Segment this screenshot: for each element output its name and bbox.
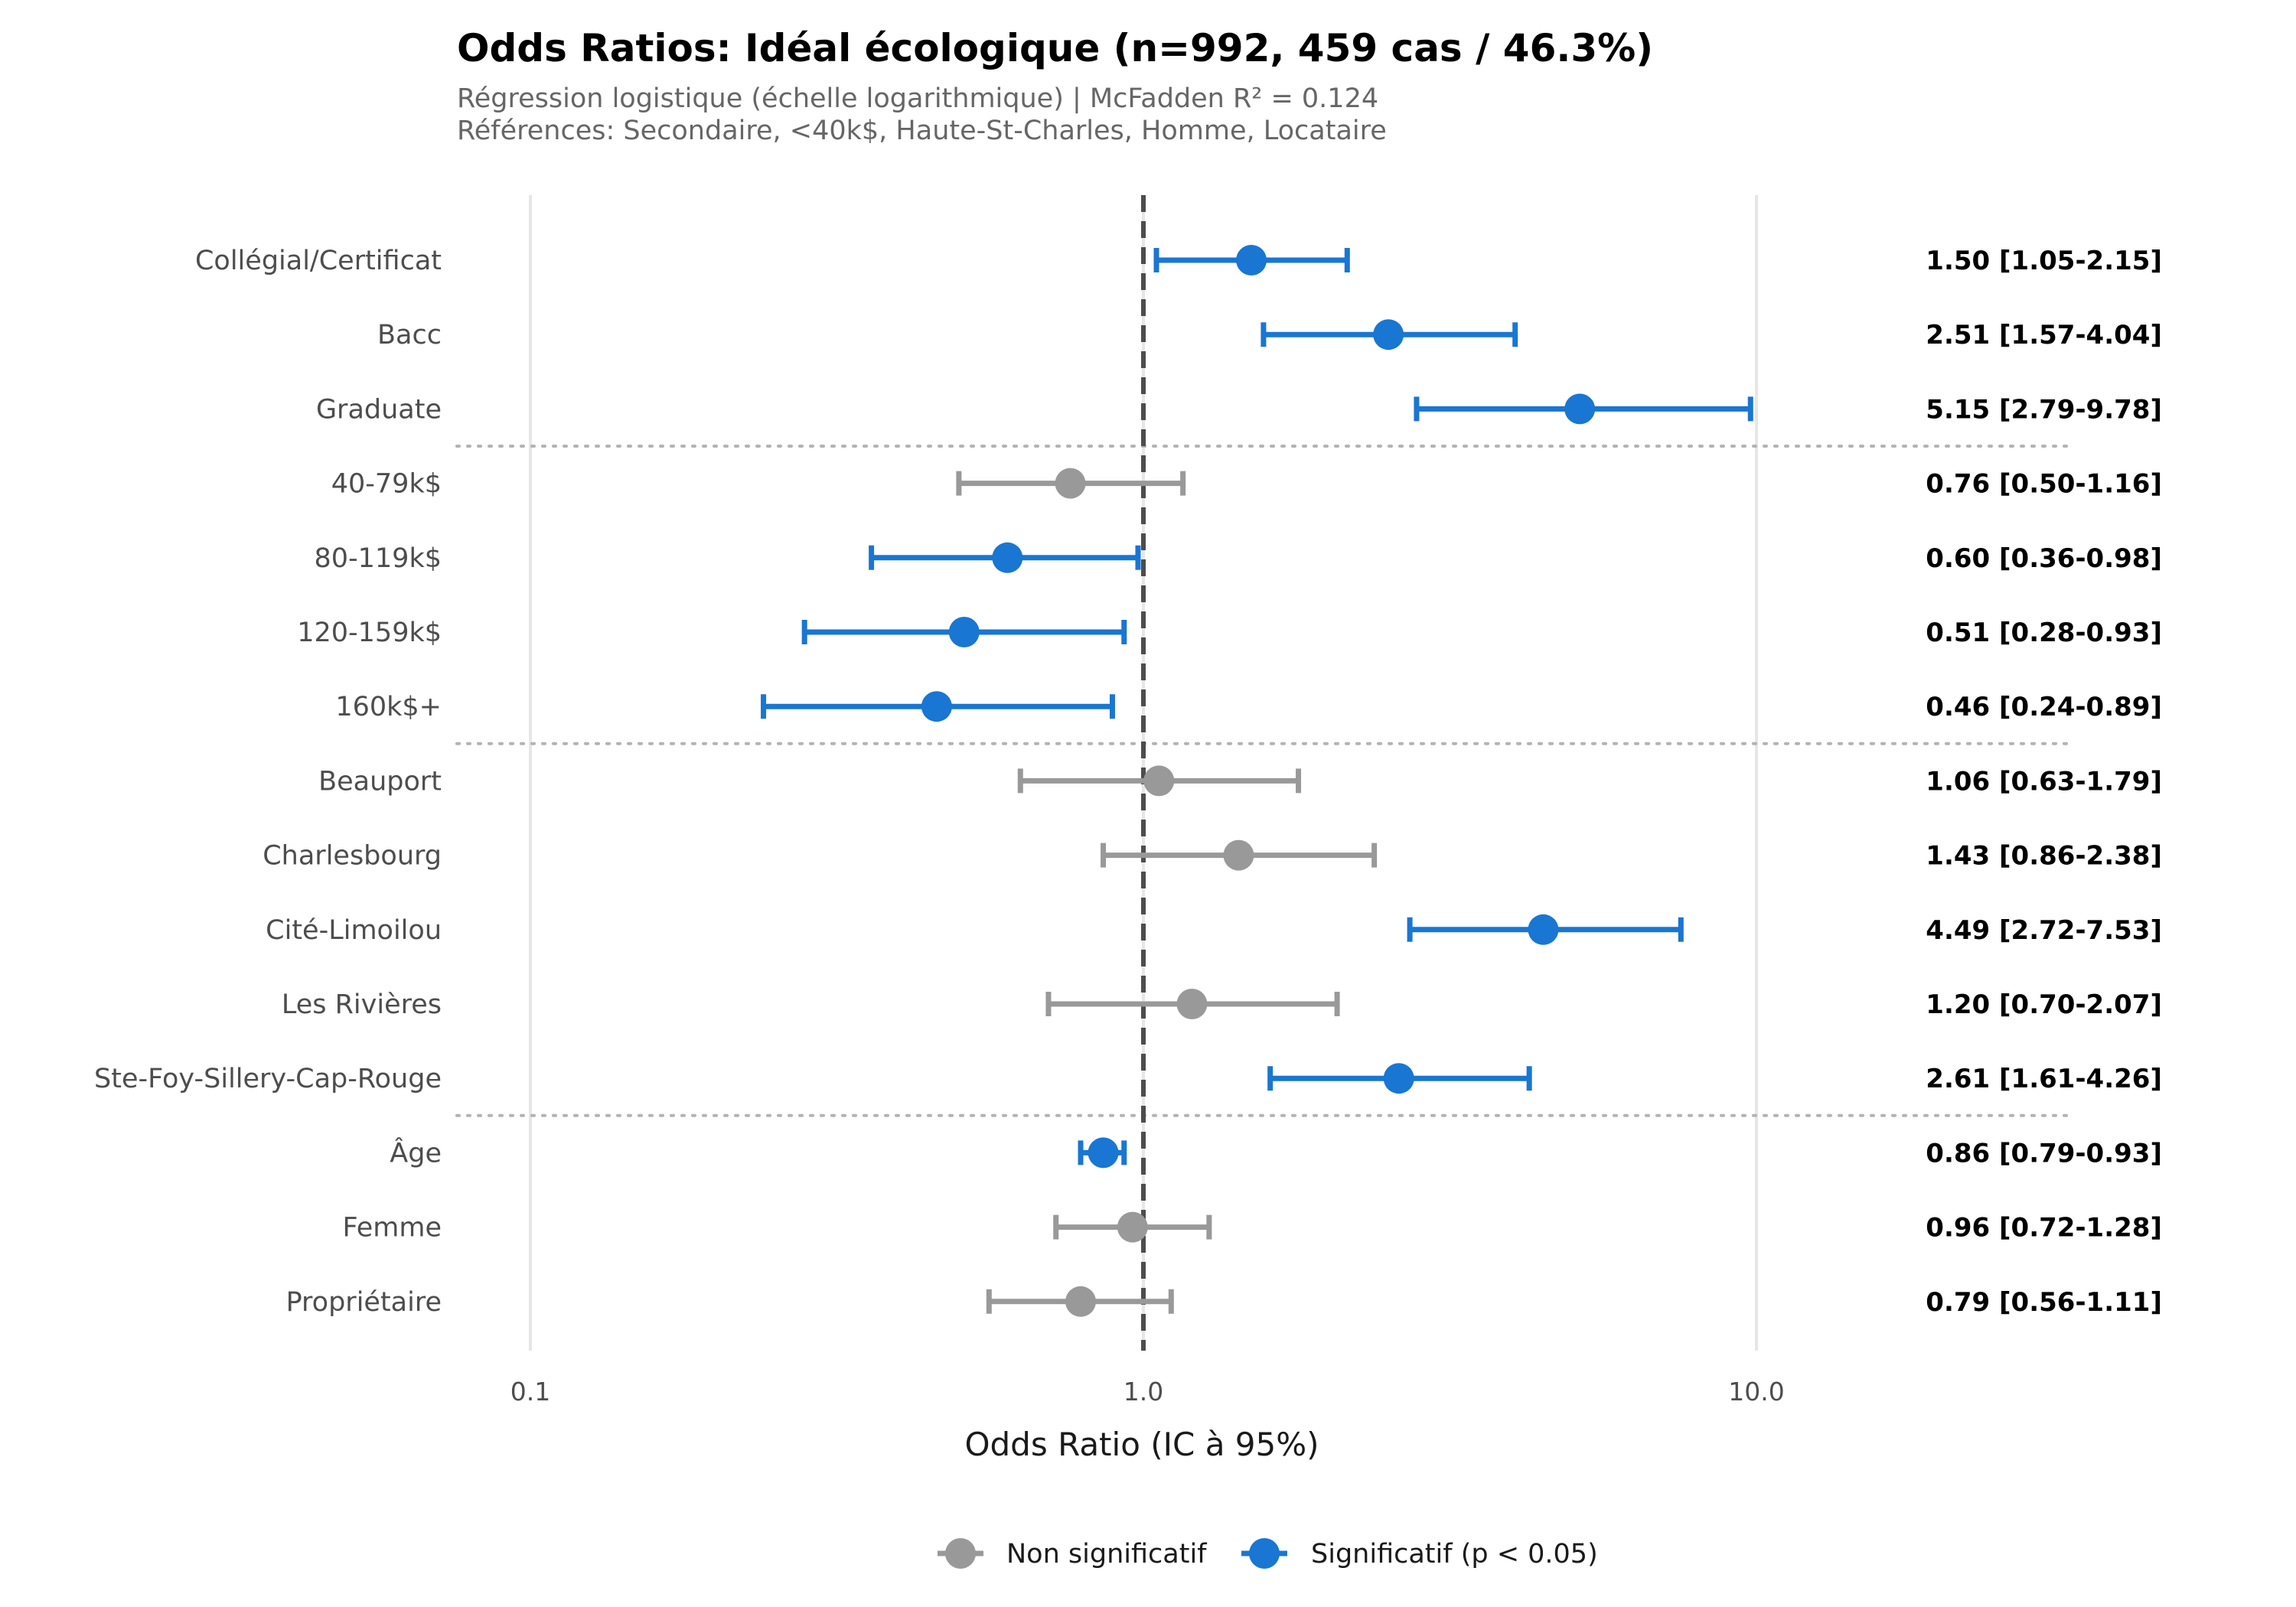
row-label: Propriétaire (286, 1287, 442, 1318)
or-point (1373, 319, 1404, 350)
or-annotation: 0.86 [0.79-0.93] (1926, 1138, 2162, 1169)
forest-row: Cité-Limoilou 4.49 [2.72-7.53] (266, 914, 2162, 946)
legend-label: Significatif (p < 0.05) (1311, 1539, 1598, 1570)
or-point (1236, 245, 1267, 275)
or-point (1055, 468, 1086, 499)
forest-row: 80-119k$ 0.60 [0.36-0.98] (314, 542, 2162, 574)
or-annotation: 4.49 [2.72-7.53] (1926, 915, 2162, 946)
x-tick-label: 1.0 (1124, 1377, 1163, 1407)
legend-key-point (945, 1538, 976, 1569)
forest-row: 40-79k$ 0.76 [0.50-1.16] (331, 468, 2162, 500)
or-annotation: 0.46 [0.24-0.89] (1926, 692, 2162, 722)
or-point (1117, 1211, 1148, 1243)
row-label: Cité-Limoilou (266, 915, 442, 946)
legend-item: Non significatif (938, 1538, 1207, 1570)
or-annotation: 1.06 [0.63-1.79] (1926, 766, 2162, 797)
forest-row: Propriétaire 0.79 [0.56-1.11] (286, 1286, 2162, 1318)
or-annotation: 1.20 [0.70-2.07] (1926, 989, 2162, 1020)
or-point (1528, 914, 1559, 945)
or-annotation: 0.76 [0.50-1.16] (1926, 469, 2162, 500)
chart-title: Odds Ratios: Idéal écologique (n=992, 45… (457, 26, 1653, 70)
row-label: Graduate (316, 394, 442, 425)
forest-row: Collégial/Certificat 1.50 [1.05-2.15] (195, 245, 2162, 276)
or-annotation: 0.60 [0.36-0.98] (1926, 543, 2162, 574)
or-point (1143, 765, 1175, 797)
legend: Non significatif Significatif (p < 0.05) (938, 1538, 1598, 1570)
or-annotation: 0.96 [0.72-1.28] (1926, 1213, 2162, 1244)
row-label: Bacc (377, 320, 442, 350)
row-label: Beauport (318, 766, 442, 797)
legend-label: Non significatif (1006, 1539, 1207, 1570)
or-point (992, 542, 1023, 573)
x-axis-title: Odds Ratio (IC à 95%) (964, 1426, 1319, 1463)
row-label: 80-119k$ (314, 543, 442, 574)
or-annotation: 1.50 [1.05-2.15] (1926, 246, 2162, 276)
row-label: 160k$+ (335, 692, 442, 722)
forest-row: Bacc 2.51 [1.57-4.04] (377, 319, 2162, 350)
legend-key-point (1249, 1538, 1280, 1569)
forest-row: Graduate 5.15 [2.79-9.78] (316, 393, 2162, 425)
group-separators (455, 445, 2068, 1117)
or-point (1223, 839, 1254, 871)
row-label: Ste-Foy-Sillery-Cap-Rouge (94, 1064, 442, 1094)
or-annotation: 0.51 [0.28-0.93] (1926, 618, 2162, 648)
chart-subtitle-line-2: Références: Secondaire, <40k$, Haute-St-… (457, 116, 1387, 146)
or-point (1176, 989, 1208, 1019)
or-annotation: 5.15 [2.79-9.78] (1926, 394, 2162, 425)
forest-row: Ste-Foy-Sillery-Cap-Rouge 2.61 [1.61-4.26… (94, 1063, 2162, 1094)
row-label: Âge (390, 1136, 442, 1169)
rows: Collégial/Certificat 1.50 [1.05-2.15] Bacc… (94, 245, 2162, 1318)
forest-row: Les Rivières 1.20 [0.70-2.07] (282, 989, 2162, 1020)
forest-row: 160k$+ 0.46 [0.24-0.89] (335, 691, 2162, 722)
row-label: 40-79k$ (331, 469, 442, 500)
or-point (921, 691, 952, 722)
x-tick-label: 10.0 (1728, 1377, 1784, 1407)
or-annotation: 1.43 [0.86-2.38] (1926, 841, 2162, 872)
or-annotation: 2.51 [1.57-4.04] (1926, 320, 2162, 350)
or-point (1088, 1137, 1119, 1169)
row-label: 120-159k$ (297, 618, 442, 648)
or-annotation: 2.61 [1.61-4.26] (1926, 1064, 2162, 1094)
chart-subtitle-line-1: Régression logistique (échelle logarithm… (457, 83, 1378, 114)
row-label: Femme (343, 1213, 442, 1244)
row-label: Les Rivières (282, 989, 442, 1020)
or-point (1383, 1063, 1414, 1094)
or-annotation: 0.79 [0.56-1.11] (1926, 1287, 2162, 1318)
or-point (1065, 1286, 1096, 1317)
row-label: Collégial/Certificat (195, 246, 442, 276)
x-tick-label: 0.1 (510, 1377, 550, 1407)
row-label: Charlesbourg (263, 841, 442, 872)
legend-item: Significatif (p < 0.05) (1241, 1538, 1598, 1570)
forest-row: 120-159k$ 0.51 [0.28-0.93] (297, 617, 2162, 648)
forest-row: Charlesbourg 1.43 [0.86-2.38] (263, 839, 2162, 872)
forest-row: Beauport 1.06 [0.63-1.79] (318, 765, 2162, 797)
forest-row: Âge 0.86 [0.79-0.93] (390, 1136, 2162, 1169)
forest-row: Femme 0.96 [0.72-1.28] (343, 1211, 2162, 1244)
x-axis-ticks: 0.1 1.0 10.0 (510, 1377, 1785, 1407)
or-point (1564, 393, 1596, 425)
or-point (948, 617, 980, 647)
